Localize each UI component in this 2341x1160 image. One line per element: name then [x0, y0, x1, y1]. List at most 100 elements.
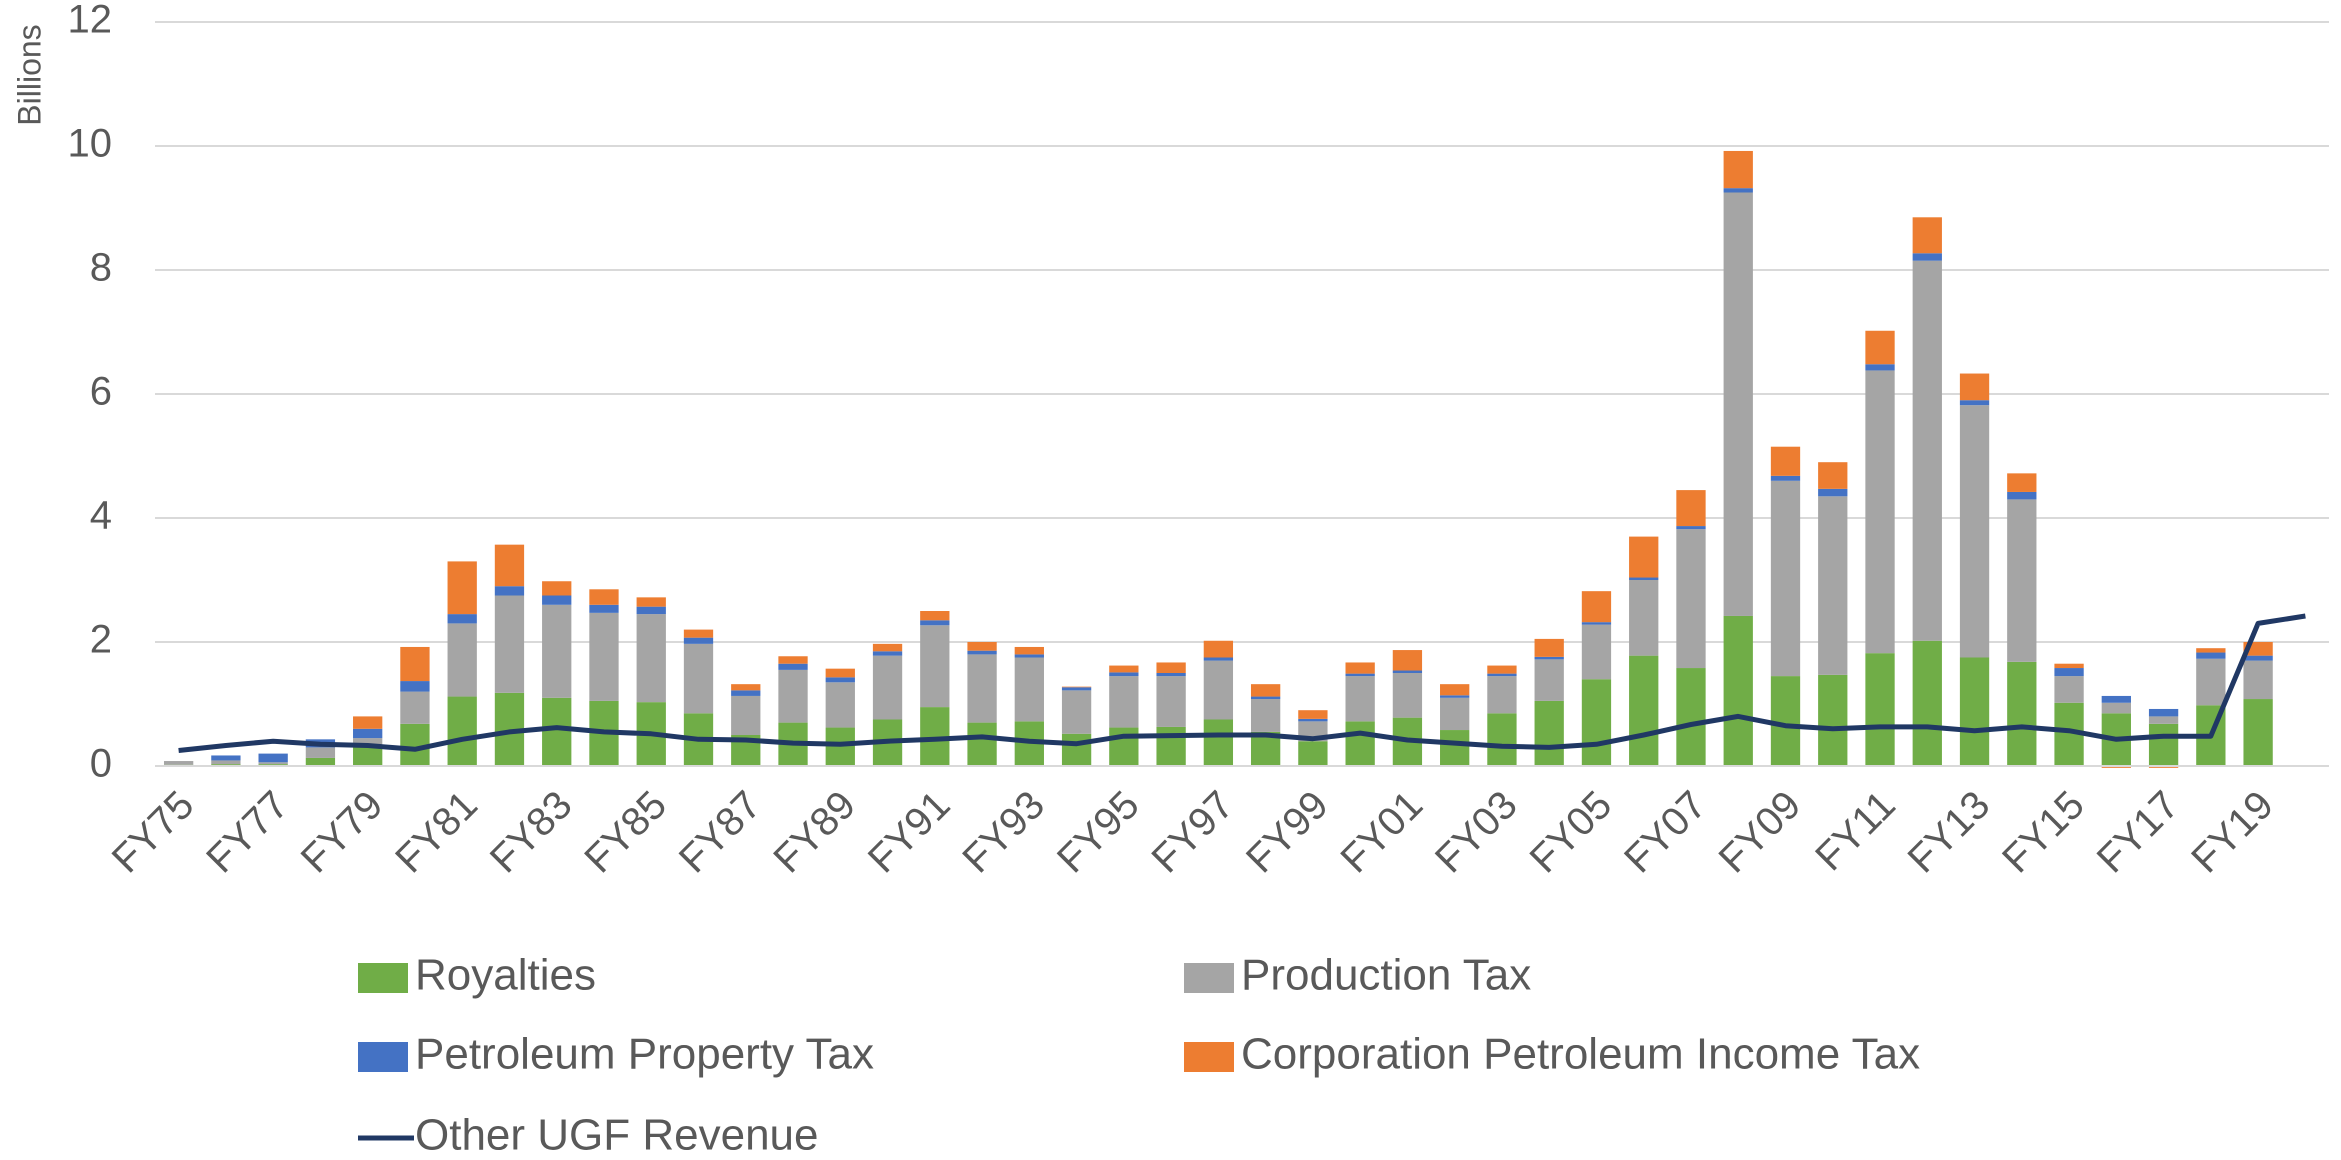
bar-segment	[1109, 665, 1139, 673]
bar-segment	[1250, 696, 1281, 700]
bar-segment	[872, 643, 903, 652]
bar-segment	[1392, 673, 1423, 718]
legend-label: Production Tax	[1241, 951, 1531, 1000]
bar-segment	[1676, 490, 1706, 527]
bar-segment	[967, 642, 997, 651]
bar-segment	[1770, 475, 1801, 481]
x-tick-label: FY75	[104, 783, 203, 882]
bar-segment	[2243, 660, 2273, 700]
legend-swatch	[358, 963, 408, 993]
bar-segment	[1912, 253, 1942, 261]
bar-segment	[872, 655, 903, 720]
bar-segment	[589, 612, 619, 701]
bar-segment	[1440, 695, 1470, 698]
bar-segment	[305, 757, 336, 766]
bar-segment	[542, 581, 572, 596]
y-tick-label: 8	[90, 246, 112, 290]
bar-segment	[1345, 721, 1375, 766]
bar-segment	[2054, 676, 2084, 703]
bar-segment	[825, 668, 855, 678]
bar-segment	[778, 669, 808, 723]
bar-segment	[494, 544, 525, 587]
bar-segment	[1109, 676, 1139, 728]
bar-segment	[353, 716, 383, 729]
x-tick-label: FY93	[954, 783, 1053, 882]
bar-segment	[920, 611, 950, 621]
bar-segment	[731, 684, 761, 691]
bar-segment	[967, 722, 997, 766]
bar-segment	[2007, 491, 2037, 500]
bar-segment	[1912, 640, 1942, 766]
y-tick-label: 0	[90, 742, 112, 786]
bar-segment	[1770, 446, 1801, 476]
bar-segment	[1440, 684, 1470, 696]
legend-label: Other UGF Revenue	[415, 1111, 819, 1160]
bar-segment	[1723, 192, 1753, 616]
bar-segment	[1156, 676, 1186, 727]
bar-segment	[353, 728, 383, 739]
bar-segment	[2007, 499, 2037, 662]
x-tick-label: FY99	[1238, 783, 1337, 882]
bar-segment	[1959, 373, 1990, 401]
x-tick-label: FY91	[860, 783, 959, 882]
bar-segment	[636, 614, 666, 703]
bar-segment	[1912, 260, 1942, 641]
bar-segment	[1818, 488, 1848, 497]
bar-segment	[589, 604, 619, 613]
bar-segment	[1959, 657, 1990, 766]
bar-segment	[211, 760, 241, 765]
bar-segment	[1629, 536, 1659, 578]
bar-segment	[542, 697, 572, 766]
legend-label: Royalties	[415, 951, 596, 1000]
bar-segment	[1014, 657, 1044, 722]
x-tick-label: FY85	[576, 783, 675, 882]
bar-segment	[1676, 529, 1706, 669]
bar-segment	[1818, 496, 1848, 675]
bar-segment	[258, 762, 288, 765]
bar-segment	[1345, 676, 1375, 722]
bar-segment	[1487, 676, 1517, 714]
bar-segment	[1298, 718, 1328, 722]
bar-segment	[305, 747, 336, 758]
bar-segment	[1109, 672, 1139, 677]
x-tick-label: FY19	[2183, 783, 2282, 882]
bar-segment	[1865, 330, 1895, 365]
x-tick-label: FY07	[1616, 783, 1715, 882]
bar-segment	[778, 656, 808, 664]
bar-segment	[1203, 640, 1234, 658]
y-tick-label: 10	[68, 122, 113, 166]
bar-segment	[1865, 370, 1895, 654]
bar-segment	[211, 755, 241, 761]
line-series	[178, 613, 2306, 753]
bar-segment	[2196, 658, 2226, 706]
bar-segment	[683, 629, 714, 638]
bar-segment	[2007, 661, 2037, 766]
bar-segment	[920, 625, 950, 708]
bar-segment	[447, 623, 477, 697]
bar-segment	[1865, 364, 1895, 371]
bar-segment	[400, 691, 430, 724]
bar-segment	[1581, 624, 1612, 680]
x-tick-label: FY89	[765, 783, 864, 882]
bar-segment	[920, 620, 950, 626]
bar-segment	[1156, 662, 1186, 673]
bar-segment	[1770, 676, 1801, 766]
bar-segment	[447, 561, 477, 615]
x-tick-label: FY09	[1711, 783, 1810, 882]
bar-segment	[2007, 473, 2037, 492]
x-tick-label: FY95	[1049, 783, 1148, 882]
bar-segment	[1298, 710, 1328, 719]
bar-segment	[1534, 700, 1564, 766]
x-tick-label: FY11	[1807, 783, 1904, 880]
x-tick-label: FY79	[293, 783, 392, 882]
bar-segment	[2243, 699, 2273, 766]
bar-segment	[258, 753, 288, 763]
x-tick-label: FY15	[1994, 783, 2093, 882]
bar-segment	[163, 761, 194, 765]
bar-segment	[636, 606, 666, 615]
bar-segment	[1723, 188, 1753, 193]
legend-swatch	[1184, 963, 1234, 993]
bar-segment	[1156, 673, 1186, 677]
bar-segment	[1061, 690, 1092, 734]
